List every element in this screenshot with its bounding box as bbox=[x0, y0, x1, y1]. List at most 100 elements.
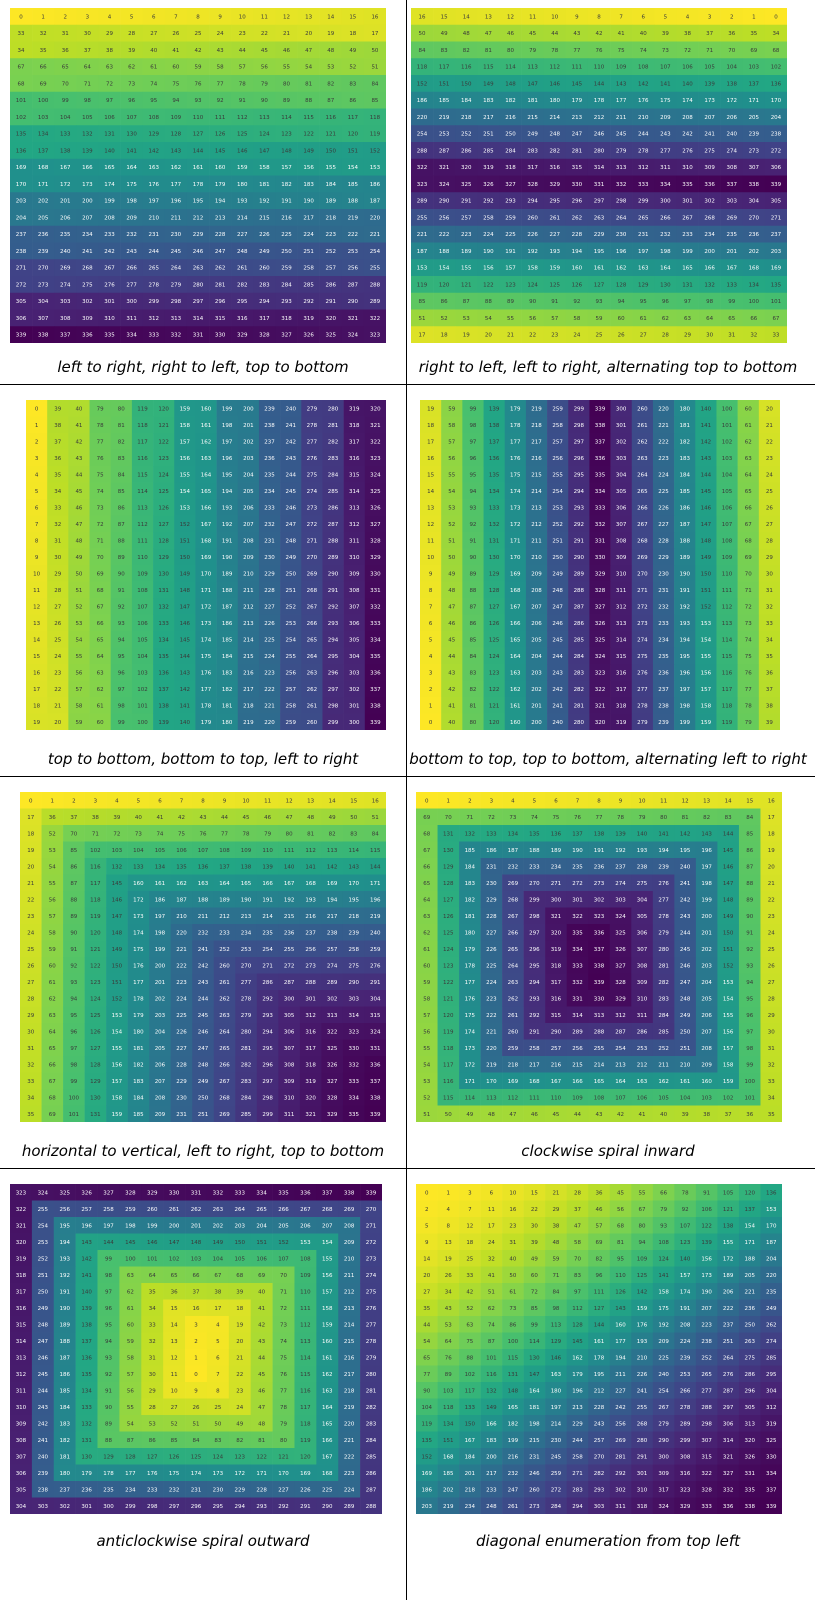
heatmap-cell bbox=[272, 1200, 295, 1218]
heatmap-cell bbox=[164, 125, 188, 143]
cell-label: 254 bbox=[417, 132, 428, 138]
heatmap-cell bbox=[674, 1039, 697, 1057]
cell-label: 231 bbox=[264, 538, 275, 544]
cell-label: 301 bbox=[572, 897, 583, 903]
cell-label: 267 bbox=[104, 266, 115, 272]
heatmap-cell bbox=[610, 58, 633, 76]
cell-label: 225 bbox=[658, 489, 669, 495]
cell-label: 271 bbox=[637, 588, 648, 594]
cell-label: 16 bbox=[509, 1207, 516, 1213]
cell-label: 332 bbox=[348, 1062, 359, 1068]
cell-label: 62 bbox=[745, 439, 752, 445]
heatmap-cell bbox=[758, 581, 780, 599]
heatmap-cell bbox=[275, 75, 298, 93]
cell-label: 131 bbox=[489, 538, 500, 544]
heatmap-cell bbox=[738, 1233, 761, 1251]
cell-label: 190 bbox=[222, 555, 233, 561]
heatmap-cell bbox=[275, 41, 298, 59]
heatmap-cell bbox=[275, 58, 298, 76]
heatmap-cell bbox=[256, 1039, 279, 1057]
cell-label: 60 bbox=[49, 963, 56, 969]
heatmap-cell bbox=[299, 1105, 322, 1122]
cell-label: 198 bbox=[701, 881, 712, 887]
heatmap-cell bbox=[316, 1233, 339, 1251]
cell-label: 173 bbox=[82, 182, 93, 188]
heatmap-cell bbox=[319, 192, 343, 210]
heatmap-cell bbox=[106, 858, 128, 875]
heatmap-cell bbox=[301, 680, 323, 698]
heatmap-cell bbox=[250, 1316, 273, 1333]
cell-label: 208 bbox=[243, 538, 254, 544]
heatmap-cell bbox=[250, 1349, 273, 1366]
cell-label: 285 bbox=[328, 489, 339, 495]
cell-label: 335 bbox=[595, 472, 606, 478]
cell-label: 68 bbox=[617, 1223, 624, 1229]
heatmap-cell bbox=[480, 907, 503, 925]
cell-label: 225 bbox=[281, 232, 292, 238]
cell-label: 283 bbox=[574, 670, 585, 676]
heatmap-cell bbox=[338, 1464, 361, 1482]
heatmap-cell bbox=[192, 1105, 215, 1122]
cell-label: 330 bbox=[572, 182, 583, 188]
cell-label: 339 bbox=[771, 182, 782, 188]
cell-label: 338 bbox=[594, 963, 605, 969]
cell-label: 14 bbox=[427, 489, 434, 495]
heatmap-cell bbox=[698, 91, 721, 109]
cell-label: 140 bbox=[680, 1256, 691, 1262]
heatmap-cell bbox=[760, 1072, 782, 1090]
heatmap-cell bbox=[297, 276, 320, 294]
cell-label: 181 bbox=[59, 1454, 70, 1460]
cell-label: 44 bbox=[221, 815, 228, 821]
heatmap-cell bbox=[521, 276, 545, 294]
cell-label: 316 bbox=[349, 456, 360, 462]
cell-label: 119 bbox=[370, 132, 381, 138]
heatmap-cell bbox=[10, 1481, 33, 1498]
cell-label: 309 bbox=[704, 165, 715, 171]
cell-label: 32 bbox=[54, 522, 61, 528]
heatmap-cell bbox=[502, 1266, 524, 1284]
cell-label: 123 bbox=[158, 456, 169, 462]
cell-label: 209 bbox=[660, 115, 671, 121]
heatmap-cell bbox=[588, 874, 611, 892]
cell-label: 193 bbox=[59, 1256, 70, 1262]
heatmap-cell bbox=[437, 792, 460, 809]
heatmap-cell bbox=[301, 631, 323, 648]
heatmap-cell bbox=[195, 532, 217, 549]
heatmap-cell bbox=[411, 58, 434, 76]
heatmap-cell bbox=[192, 990, 215, 1007]
heatmap-cell bbox=[76, 8, 99, 26]
heatmap-cell bbox=[610, 532, 633, 549]
heatmap-cell bbox=[525, 466, 548, 483]
cell-label: 102 bbox=[90, 848, 101, 854]
heatmap-cell bbox=[235, 924, 258, 941]
cell-label: 143 bbox=[171, 148, 182, 154]
heatmap-cell bbox=[455, 276, 478, 294]
heatmap-cell bbox=[98, 259, 121, 277]
cell-label: 26 bbox=[618, 333, 625, 339]
cell-label: 220 bbox=[486, 1046, 497, 1052]
cell-label: 313 bbox=[327, 1013, 338, 1019]
cell-label: 59 bbox=[195, 65, 202, 71]
cell-label: 47 bbox=[305, 48, 312, 54]
cell-label: 296 bbox=[529, 947, 540, 953]
cell-label: 310 bbox=[16, 1405, 27, 1411]
heatmap-cell bbox=[364, 957, 386, 974]
cell-label: 256 bbox=[348, 266, 359, 272]
cell-label: 280 bbox=[366, 1372, 377, 1378]
cell-label: 257 bbox=[81, 1207, 92, 1213]
cell-label: 313 bbox=[171, 316, 182, 322]
heatmap-cell bbox=[256, 1006, 279, 1024]
cell-label: 300 bbox=[284, 996, 295, 1002]
cell-label: 267 bbox=[637, 522, 648, 528]
heatmap-cell bbox=[455, 242, 478, 260]
heatmap-cell bbox=[209, 326, 232, 343]
heatmap-cell bbox=[153, 647, 175, 665]
heatmap-cell bbox=[610, 466, 633, 483]
cell-label: 98 bbox=[84, 98, 91, 104]
cell-label: 14 bbox=[463, 14, 470, 20]
cell-label: 258 bbox=[552, 423, 563, 429]
heatmap-cell bbox=[258, 664, 281, 681]
cell-label: 192 bbox=[679, 604, 690, 610]
heatmap-cell bbox=[716, 515, 738, 533]
heatmap-cell bbox=[321, 1006, 344, 1024]
